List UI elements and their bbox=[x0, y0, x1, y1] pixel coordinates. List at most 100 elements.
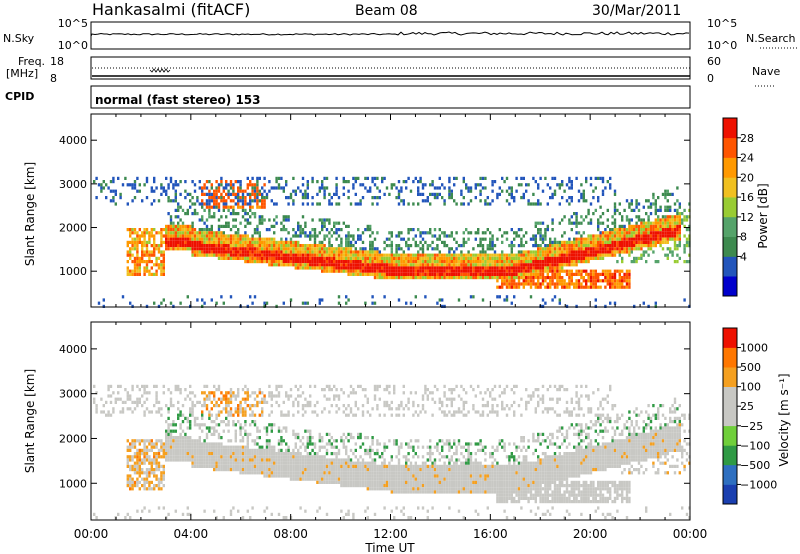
heatmap-cell bbox=[273, 461, 276, 465]
heatmap-cell bbox=[270, 256, 273, 260]
heatmap-cell bbox=[484, 250, 487, 254]
heatmap-cell bbox=[599, 285, 602, 289]
heatmap-cell bbox=[292, 477, 295, 481]
heatmap-cell bbox=[400, 266, 403, 270]
heatmap-cell bbox=[191, 196, 194, 200]
heatmap-cell bbox=[246, 468, 249, 472]
heatmap-cell bbox=[229, 295, 233, 299]
heatmap-cell bbox=[251, 471, 254, 475]
heatmap-cell bbox=[613, 279, 617, 283]
heatmap-cell bbox=[417, 269, 420, 273]
heatmap-cell bbox=[419, 276, 422, 280]
heatmap-cell bbox=[191, 439, 194, 443]
heatmap-cell bbox=[462, 269, 465, 273]
heatmap-cell bbox=[585, 269, 588, 273]
heatmap-cell bbox=[155, 452, 158, 456]
heatmap-cell bbox=[167, 186, 170, 190]
heatmap-cell bbox=[621, 240, 624, 244]
heatmap-cell bbox=[241, 253, 245, 257]
heatmap-cell bbox=[426, 253, 429, 257]
heatmap-cell bbox=[515, 260, 518, 264]
heatmap-cell bbox=[539, 282, 542, 286]
heatmap-cell bbox=[241, 192, 245, 196]
heatmap-cell bbox=[587, 276, 590, 280]
heatmap-cell bbox=[450, 256, 453, 260]
heatmap-cell bbox=[541, 260, 545, 264]
nsky-panel bbox=[90, 21, 691, 50]
heatmap-cell bbox=[196, 237, 199, 241]
heatmap-cell bbox=[258, 468, 261, 472]
heatmap-cell bbox=[621, 250, 624, 254]
heatmap-cell bbox=[609, 183, 612, 187]
heatmap-cell bbox=[388, 266, 391, 270]
heatmap-cell bbox=[606, 180, 609, 184]
heatmap-cell bbox=[251, 176, 254, 180]
heatmap-cell bbox=[395, 272, 398, 276]
heatmap-cell bbox=[167, 442, 170, 446]
heatmap-cell bbox=[673, 247, 677, 251]
heatmap-cell bbox=[167, 436, 170, 440]
heatmap-cell bbox=[664, 228, 667, 232]
heatmap-cell bbox=[549, 263, 552, 267]
heatmap-cell bbox=[330, 452, 333, 456]
heatmap-cell bbox=[198, 452, 201, 456]
heatmap-cell bbox=[357, 250, 360, 254]
power-ylabel: Slant Range [km] bbox=[23, 162, 37, 266]
heatmap-cell bbox=[498, 266, 501, 270]
heatmap-cell bbox=[131, 247, 134, 251]
heatmap-cell bbox=[191, 231, 194, 235]
heatmap-cell bbox=[678, 237, 681, 241]
heatmap-cell bbox=[174, 244, 177, 248]
heatmap-cell bbox=[155, 461, 158, 465]
heatmap-cell bbox=[213, 244, 216, 248]
heatmap-cell bbox=[220, 250, 223, 254]
heatmap-cell bbox=[174, 189, 177, 193]
heatmap-cell bbox=[131, 484, 134, 488]
heatmap-cell bbox=[265, 301, 269, 305]
heatmap-cell bbox=[513, 237, 516, 241]
heatmap-cell bbox=[553, 282, 557, 286]
heatmap-cell bbox=[580, 192, 583, 196]
heatmap-cell bbox=[191, 413, 194, 417]
heatmap-cell bbox=[587, 244, 590, 248]
heatmap-cell bbox=[253, 461, 257, 465]
heatmap-cell bbox=[589, 234, 593, 238]
heatmap-cell bbox=[246, 234, 249, 238]
heatmap-cell bbox=[157, 477, 161, 481]
heatmap-cell bbox=[196, 448, 199, 452]
heatmap-cell bbox=[448, 189, 451, 193]
heatmap-cell bbox=[160, 480, 163, 484]
heatmap-cell bbox=[527, 183, 530, 187]
heatmap-cell bbox=[335, 256, 338, 260]
heatmap-cell bbox=[150, 445, 153, 449]
heatmap-cell bbox=[580, 183, 583, 187]
heatmap-cell bbox=[304, 189, 307, 193]
heatmap-cell bbox=[177, 458, 180, 462]
heatmap-cell bbox=[407, 272, 410, 276]
heatmap-cell bbox=[438, 266, 441, 270]
heatmap-cell bbox=[522, 250, 525, 254]
heatmap-cell bbox=[640, 228, 643, 232]
heatmap-cell bbox=[613, 240, 617, 244]
heatmap-cell bbox=[409, 269, 413, 273]
heatmap-cell bbox=[479, 269, 482, 273]
heatmap-cell bbox=[652, 240, 655, 244]
heatmap-cell bbox=[647, 224, 650, 228]
heatmap-cell bbox=[145, 480, 149, 484]
heatmap-cell bbox=[153, 199, 156, 203]
heatmap-cell bbox=[160, 407, 163, 411]
heatmap-cell bbox=[649, 224, 653, 228]
heatmap-cell bbox=[309, 404, 312, 408]
heatmap-cell bbox=[297, 432, 300, 436]
heatmap-cell bbox=[661, 231, 665, 235]
heatmap-cell bbox=[277, 458, 281, 462]
heatmap-cell bbox=[505, 263, 509, 267]
nave-label: Nave bbox=[752, 65, 780, 78]
heatmap-cell bbox=[657, 228, 660, 232]
heatmap-cell bbox=[210, 196, 213, 200]
heatmap-cell bbox=[95, 407, 98, 411]
heatmap-cell bbox=[265, 250, 269, 254]
heatmap-cell bbox=[621, 279, 624, 283]
heatmap-cell bbox=[234, 192, 237, 196]
heatmap-cell bbox=[412, 263, 415, 267]
